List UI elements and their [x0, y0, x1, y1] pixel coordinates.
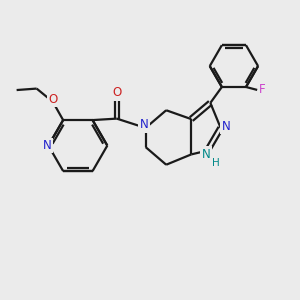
Text: O: O [48, 93, 58, 106]
Text: N: N [140, 118, 148, 131]
Text: F: F [259, 83, 266, 96]
Text: H: H [212, 158, 220, 168]
Text: N: N [43, 139, 51, 152]
Text: N: N [202, 148, 210, 160]
Text: N: N [222, 120, 230, 133]
Text: O: O [112, 86, 122, 99]
